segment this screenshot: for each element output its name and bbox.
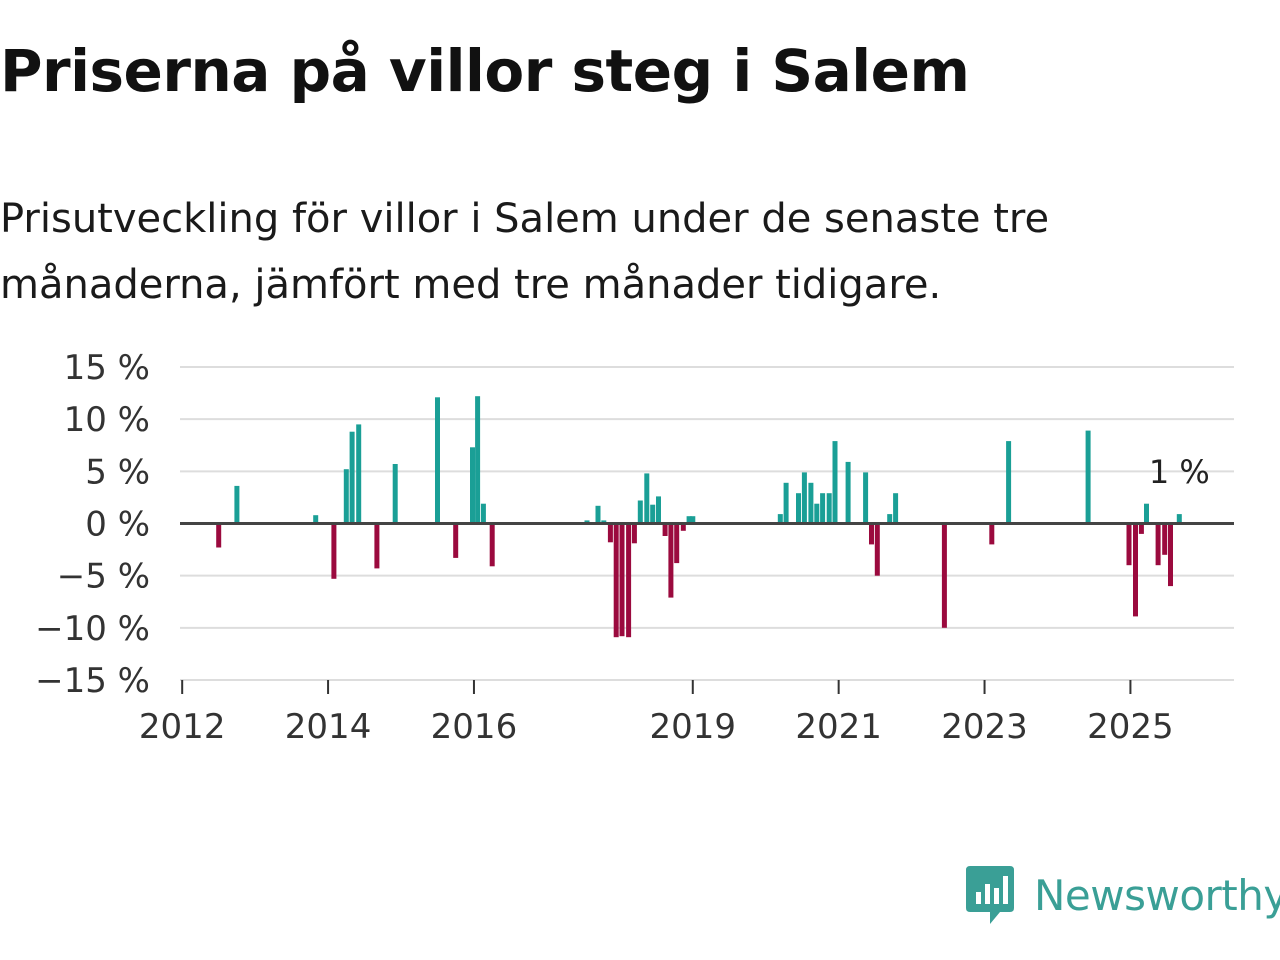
x-tick-label: 2016 [431,707,518,747]
x-tick-label: 2019 [650,707,737,747]
bar-positive [1006,441,1012,524]
bar-positive [796,493,801,524]
bar-positive [313,515,319,524]
bar-negative [1155,523,1161,566]
bar-negative [989,523,995,545]
y-tick-label: 5 % [85,452,150,492]
axes [180,522,1234,694]
x-axis-tick-labels: 2012 2014 2016 2019 2021 2023 2025 [139,707,1174,747]
bar-negative [613,523,619,638]
bar-positive [584,520,590,524]
bar-negative [626,523,632,638]
bar-negative [619,523,625,637]
bar-negative [1126,523,1132,566]
bar-positive [644,473,650,524]
x-tick-label: 2023 [941,707,1028,747]
y-tick-label: −5 % [57,557,150,597]
bar-chart: 15 %10 %5 %0 %−5 %−10 %−15 % 2012 2014 201… [35,348,1234,747]
bar-negative [869,523,874,545]
bar-positive [863,472,869,524]
bar-positive [690,516,696,524]
chart-title: Priserna på villor steg i Salem [0,37,970,105]
bar-positive [845,461,851,524]
x-tick-label: 2012 [139,707,226,747]
bar-negative [331,523,337,579]
y-axis-tick-labels: 15 % 10 % 5 % 0 % −5 % −10 % −15 % [35,348,150,701]
bar-negative [874,523,880,576]
brand-name: Newsworthy [1034,870,1280,920]
bar-positive [234,485,240,524]
bar-positive [814,503,820,524]
last-value-annotation: 1 % [1149,453,1210,491]
bar-negative [607,523,613,543]
bar-positive [349,431,355,524]
bar-negative [680,523,686,531]
bar-positive [801,472,807,524]
bar-positive [475,396,481,524]
grid-lines [180,366,1234,681]
x-tick-label: 2014 [285,707,372,747]
bar-positive [1085,430,1091,524]
bar-negative [941,523,947,628]
chart-subtitle: Prisutveckling för villor i Salem under … [0,196,1050,308]
bar-positive [650,504,656,524]
bar-positive [637,500,643,524]
bar-negative [668,523,674,598]
y-tick-label: −10 % [35,609,150,649]
bar-positive [470,447,475,524]
newsworthy-logo-icon [966,866,1014,924]
bar-negative [631,523,637,544]
bar-positive [392,464,398,524]
bar-positive [826,493,832,524]
bar-positive [686,516,692,524]
newsworthy-logo[interactable]: Newsworthy [964,864,1280,926]
bar-negative [374,523,380,569]
bar-negative [489,523,495,567]
bar-positive [1144,503,1149,524]
bar-negative [1133,523,1138,617]
y-tick-label: −15 % [35,661,150,701]
bar-positive [343,469,349,524]
bar-negative [1162,523,1168,555]
x-tick-label: 2025 [1087,707,1174,747]
bar-positive [893,493,899,524]
bar-positive [832,441,838,524]
bar-positive [820,493,826,524]
bar-positive [595,505,601,524]
bar-negative [674,523,680,564]
x-tick-label: 2021 [795,707,882,747]
bar-positive [435,397,440,524]
bar-positive [887,514,893,524]
bar-negative [453,523,459,558]
bar-positive [656,496,661,524]
bar-negative [216,523,222,548]
bar-negative [1138,523,1144,534]
y-tick-label: 10 % [64,400,150,440]
bar-positive [601,520,607,524]
y-tick-label: 15 % [64,348,150,388]
bar-positive [356,424,362,524]
bar-negative [1168,523,1173,587]
y-tick-label: 0 % [85,505,150,545]
bars [216,396,1182,638]
bar-negative [662,523,668,536]
bar-positive [808,482,814,524]
bar-positive [1176,514,1182,524]
bar-positive [783,482,789,524]
bar-positive [480,503,486,524]
bar-positive [777,514,783,524]
